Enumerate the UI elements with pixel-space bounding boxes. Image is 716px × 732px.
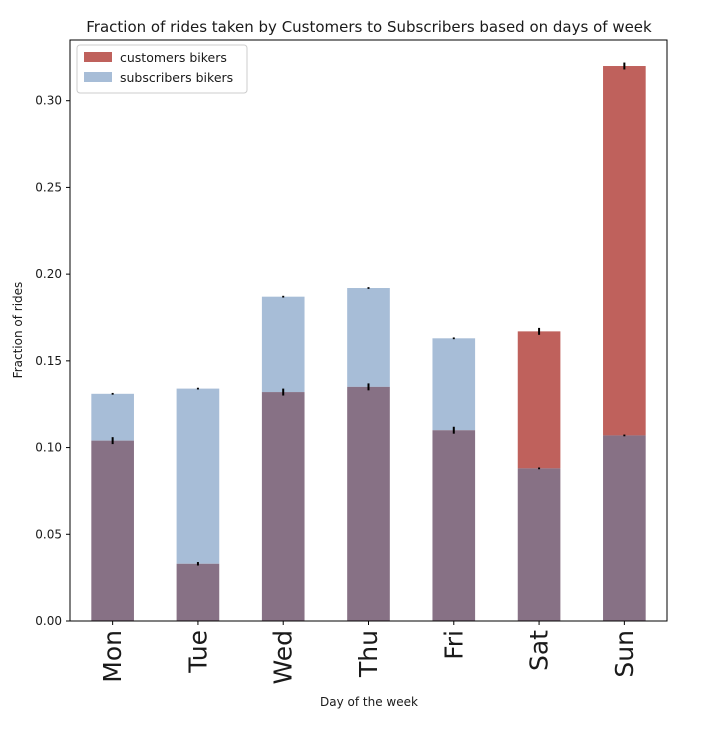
x-tick-label: Sun (610, 630, 639, 678)
bar-overlap-thu (347, 386, 390, 621)
legend: customers bikers subscribers bikers (76, 44, 248, 94)
legend-frame (76, 44, 248, 94)
bar-overlap-fri (432, 430, 476, 621)
bar-customers-bikers-sun (603, 66, 646, 436)
y-axis-label: Fraction of rides (11, 282, 25, 379)
y-tick-label: 0.30 (35, 94, 62, 108)
x-axis-label: Day of the week (320, 695, 418, 709)
y-tick-label: 0.20 (35, 267, 62, 281)
legend-label-subscribers: subscribers bikers (120, 70, 233, 85)
error-bars-layer (111, 62, 626, 566)
y-axis: 0.00 0.05 0.10 0.15 0.20 0.25 0.30 (35, 94, 70, 628)
x-tick-label: Wed (269, 630, 298, 685)
x-tick-label: Fri (439, 630, 468, 660)
y-tick-label: 0.10 (35, 441, 62, 455)
x-axis: Mon Tue Wed Thu Fri Sat Sun (98, 621, 639, 685)
x-tick-label: Thu (354, 630, 383, 678)
y-tick-label: 0.15 (35, 354, 62, 368)
legend-label-customers: customers bikers (120, 50, 227, 65)
bar-customers-bikers-sat (517, 331, 561, 469)
bar-subscribers-bikers-thu (347, 288, 390, 387)
y-tick-label: 0.25 (35, 180, 62, 194)
bar-subscribers-bikers-tue (176, 388, 220, 564)
bar-overlap-tue (176, 563, 220, 621)
legend-swatch-customers (84, 52, 112, 62)
chart-title: Fraction of rides taken by Customers to … (86, 18, 652, 36)
bar-subscribers-bikers-wed (261, 296, 305, 393)
bar-overlap-mon (91, 440, 134, 621)
bar-subscribers-bikers-fri (432, 338, 476, 431)
y-tick-label: 0.00 (35, 614, 62, 628)
y-tick-label: 0.05 (35, 527, 62, 541)
bar-overlap-wed (261, 392, 305, 621)
bar-subscribers-bikers-mon (91, 393, 134, 441)
bar-overlap-sun (603, 435, 646, 621)
x-tick-label: Sat (525, 630, 554, 671)
bars-layer (91, 66, 646, 621)
bar-overlap-sat (517, 468, 561, 621)
x-tick-label: Tue (183, 630, 212, 674)
x-tick-label: Mon (98, 630, 127, 683)
legend-swatch-subscribers (84, 72, 112, 82)
